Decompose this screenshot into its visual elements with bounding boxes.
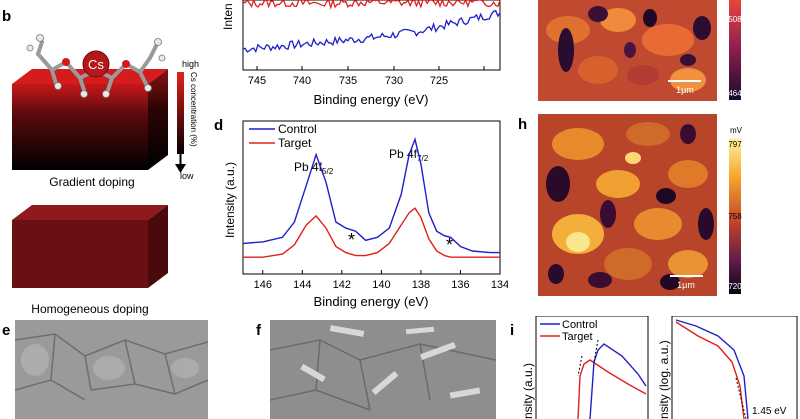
top-tick-730: 730 (385, 75, 403, 87)
i-energy-label: 1.45 eV (752, 406, 787, 417)
kpfm-scale-label: 1μm (677, 280, 695, 290)
legend-target: Target (278, 136, 312, 150)
i-legend-control: Control (562, 319, 597, 331)
d-series-target (243, 207, 500, 258)
i-ylabel-right: nsity (log. a.u.) (657, 340, 671, 419)
concentration-scale-bar (177, 72, 184, 154)
top-tick-740: 740 (293, 75, 311, 87)
panel-label-b: b (2, 8, 12, 25)
xps-pb4f-chart: Intensity (a.u.) Control Target Pb 4f5/2… (223, 120, 508, 309)
afm-top-scale-label: 1μm (676, 85, 694, 95)
kpfm-colorbar (729, 138, 741, 294)
d-tick-136: 136 (451, 279, 469, 291)
i-right-frame (671, 316, 798, 419)
i-legend-target: Target (562, 331, 593, 343)
homogeneous-cube-top (12, 205, 168, 220)
arrow-down-icon (175, 164, 186, 173)
d-xlabel: Binding energy (eV) (314, 294, 429, 309)
d-tick-134: 134 (491, 279, 508, 291)
peak-label-5-2: Pb 4f5/2 (294, 160, 334, 176)
sem-image-control (15, 320, 208, 419)
scale-axis-label: Cs concentration (%) (189, 72, 198, 147)
afm-top-cb-top: 508 (728, 15, 742, 24)
panel-i-charts: nsity (a.u.) Control Target nsity (log. … (521, 316, 798, 419)
i-right-control (675, 319, 749, 419)
sem-image-target (270, 320, 496, 419)
i-left-target (577, 359, 647, 419)
d-plot-frame (242, 120, 501, 275)
afm-top-cb-bottom: 464 (728, 89, 742, 98)
d-tick-144: 144 (293, 279, 311, 291)
i-right-target (675, 321, 745, 419)
panel-label-d: d (214, 117, 224, 134)
d-tick-138: 138 (412, 279, 430, 291)
legend-control: Control (278, 122, 317, 136)
satellite-star-2: * (446, 235, 453, 255)
kpfm-cb-mid: 758 (728, 212, 742, 221)
top-tick-725: 725 (430, 75, 448, 87)
top-series-control (242, 9, 501, 54)
homogeneous-cube-side (148, 205, 168, 288)
top-plot-frame (242, 0, 501, 71)
top-xlabel: Binding energy (eV) (314, 92, 429, 107)
cs-label: Cs (88, 57, 104, 72)
top-series-target (242, 0, 501, 10)
satellite-star-1: * (348, 230, 355, 250)
cs-cation-sphere (82, 50, 110, 78)
d-tick-142: 142 (333, 279, 351, 291)
top-spectrum-chart: Inten 745 740 735 730 725 Binding energy… (221, 0, 501, 107)
doping-schematic: Cs high low Cs concentration (%) Gradien… (12, 34, 199, 316)
kpfm-map: 1μm mV 797 758 720 (538, 114, 743, 296)
kpfm-cb-bottom: 720 (728, 282, 742, 291)
scale-low: low (180, 171, 194, 181)
i-ylabel-left: nsity (a.u.) (521, 363, 535, 419)
d-ylabel: Intensity (a.u.) (223, 162, 237, 238)
scale-high: high (182, 59, 199, 69)
homogeneous-caption: Homogeneous doping (31, 302, 148, 316)
gradient-caption: Gradient doping (49, 175, 134, 189)
kpfm-cb-top: 797 (728, 140, 742, 149)
gradient-cube-side (148, 69, 168, 170)
panel-label-i: i (510, 322, 515, 339)
top-ylabel: Inten (221, 3, 235, 30)
d-tick-140: 140 (372, 279, 390, 291)
panel-label-e: e (2, 322, 11, 339)
i-left-frame (535, 316, 649, 419)
panel-label-f: f (256, 322, 261, 339)
i-left-control (589, 343, 647, 419)
gradient-cube-front (12, 84, 148, 170)
kpfm-cb-unit: mV (730, 126, 743, 135)
afm-top-map: 1μm 508 464 (538, 0, 742, 101)
kpfm-texture (546, 122, 714, 290)
d-tick-146: 146 (254, 279, 272, 291)
top-tick-745: 745 (248, 75, 266, 87)
panel-label-h: h (518, 116, 528, 133)
afm-top-colorbar (729, 0, 741, 100)
d-series-control (242, 137, 500, 254)
top-tick-735: 735 (339, 75, 357, 87)
homogeneous-cube-front (12, 220, 148, 288)
